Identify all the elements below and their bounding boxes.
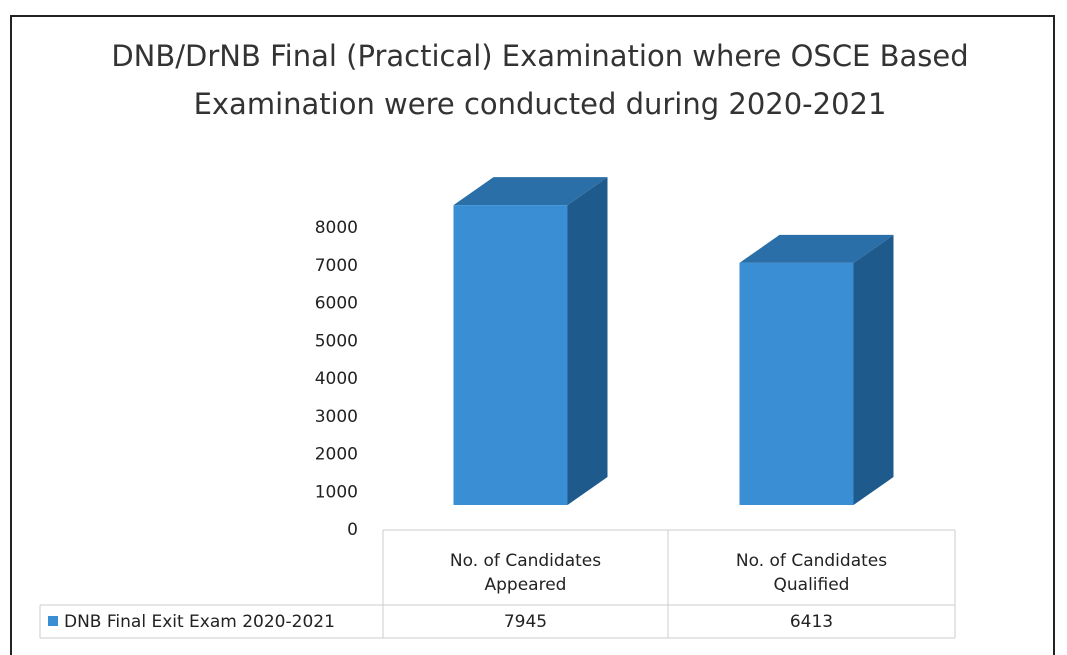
y-tick-label: 1000 — [315, 482, 358, 502]
table-value: 7945 — [503, 611, 548, 632]
bar — [739, 234, 894, 506]
table-value: 6413 — [789, 611, 834, 632]
y-tick-label: 4000 — [315, 369, 358, 389]
y-tick-label: 8000 — [315, 218, 358, 238]
y-tick-label: 0 — [347, 520, 358, 540]
bar-face — [453, 205, 568, 506]
bar — [453, 177, 608, 506]
chart-title: DNB/DrNB Final (Practical) Examination w… — [111, 39, 969, 121]
bar-face — [739, 234, 894, 263]
bar-face — [853, 234, 894, 506]
legend-swatch — [48, 616, 58, 626]
bar-face — [567, 177, 608, 506]
y-tick-label: 2000 — [315, 445, 358, 465]
bar-face — [453, 177, 608, 206]
y-tick-label: 3000 — [315, 407, 358, 427]
y-tick-label: 7000 — [315, 256, 358, 276]
y-tick-label: 5000 — [315, 331, 358, 351]
legend-label: DNB Final Exit Exam 2020-2021 — [64, 611, 335, 632]
x-tick-label: No. of Candidates Appeared — [449, 550, 602, 595]
x-tick-label: No. of Candidates Qualified — [735, 550, 888, 595]
bar-face — [739, 262, 854, 505]
y-tick-label: 6000 — [315, 294, 358, 314]
chart-frame — [10, 15, 1055, 655]
